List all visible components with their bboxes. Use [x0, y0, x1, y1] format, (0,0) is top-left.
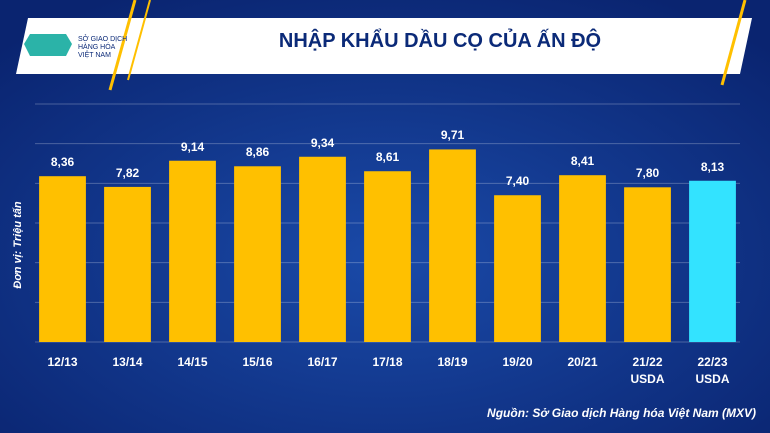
source: Nguồn: Sở Giao dịch Hàng hóa Việt Nam (M… [487, 406, 756, 420]
x-tick-label: 13/14 [112, 355, 143, 369]
value-label: 7,82 [115, 165, 140, 180]
value-label: 8,13 [700, 159, 725, 174]
bar [104, 186, 151, 342]
x-tick-label: 20/21 [567, 355, 598, 369]
chart-title: NHẬP KHẨU DẦU CỌ CỦA ẤN ĐỘ [278, 30, 602, 52]
x-tick-label: 16/17 [307, 355, 338, 369]
bar [689, 180, 736, 342]
value-label: 9,14 [180, 139, 205, 154]
x-tick-label: 12/13 [47, 355, 78, 369]
bar [39, 176, 86, 342]
bar [429, 149, 476, 342]
bar [299, 156, 346, 342]
value-label: 7,80 [635, 166, 660, 181]
x-tick-label: 21/22 USDA [630, 355, 665, 386]
value-label: 8,86 [245, 145, 270, 160]
bar [494, 195, 541, 342]
decor [720, 0, 747, 86]
value-label: 8,36 [50, 155, 75, 170]
x-tick-label: 15/16 [242, 355, 273, 369]
decor [127, 0, 151, 81]
logo-icon [24, 34, 72, 56]
bar [624, 187, 671, 342]
value-label: 9,34 [310, 135, 335, 150]
value-label: 7,40 [505, 174, 530, 189]
bar [364, 171, 411, 342]
x-tick-label: 14/15 [177, 355, 208, 369]
value-label: 8,61 [375, 150, 400, 165]
header-band [16, 18, 752, 74]
decor [108, 0, 137, 91]
x-tick-label: 19/20 [502, 355, 533, 369]
x-tick-label: 18/19 [437, 355, 468, 369]
bar [234, 166, 281, 342]
bar [169, 160, 216, 342]
logo-text: SỞ GIAO DỊCH HÀNG HÓA VIỆT NAM [78, 36, 128, 59]
x-tick-label: 17/18 [372, 355, 403, 369]
value-label: 9,71 [440, 128, 465, 143]
y-axis-label: Đơn vị: Triệu tấn [12, 201, 24, 289]
x-tick-label: 22/23 USDA [695, 355, 730, 386]
value-label: 8,41 [570, 154, 595, 169]
bar [559, 175, 606, 342]
